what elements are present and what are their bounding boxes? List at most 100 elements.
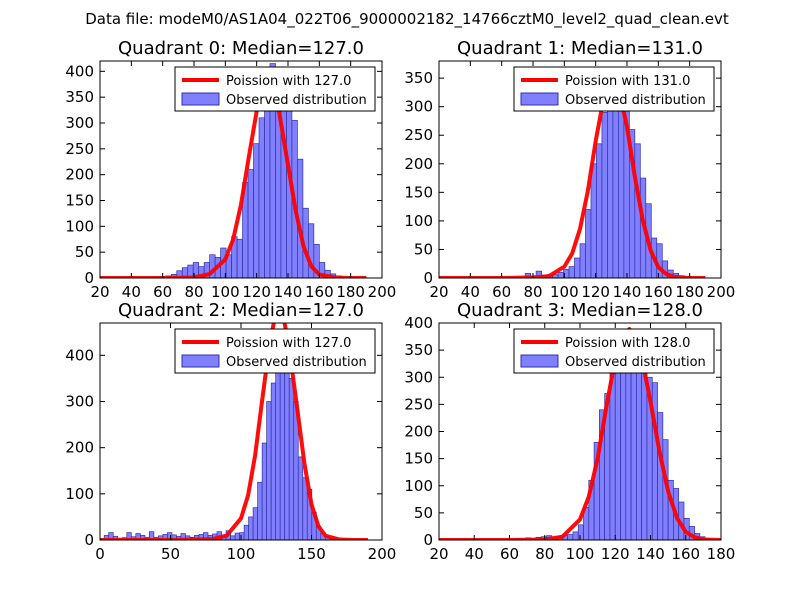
x-tick-label: 180 <box>707 545 736 563</box>
x-tick-label: 150 <box>297 545 326 563</box>
y-tick-label: 100 <box>404 477 433 495</box>
histogram-bar <box>535 270 542 278</box>
histogram-bar <box>288 378 295 540</box>
x-tick-label: 160 <box>305 283 334 301</box>
histogram-bars <box>509 330 711 540</box>
plot-area: 20 40 60 80 100 120 140 160 180 20005010015020025… <box>65 60 397 301</box>
x-tick-label: 100 <box>227 545 256 563</box>
histogram-bar <box>614 347 621 540</box>
x-tick-label: 60 <box>153 283 172 301</box>
y-tick-label: 400 <box>404 314 433 332</box>
x-tick-label: 20 <box>429 545 448 563</box>
y-tick-label: 200 <box>65 439 94 457</box>
x-tick-label: 100 <box>211 283 240 301</box>
histogram-bar <box>257 481 263 540</box>
x-tick-label: 80 <box>535 545 554 563</box>
histogram-bar <box>275 348 281 540</box>
x-tick-label: 120 <box>242 283 271 301</box>
histogram-bar <box>601 112 608 278</box>
y-tick-label: 200 <box>404 155 433 173</box>
histogram-bar <box>236 238 243 278</box>
y-tick-label: 250 <box>404 126 433 144</box>
histogram-bar <box>253 143 260 278</box>
legend: Poission with 128.0 Observed distribution <box>513 328 715 374</box>
legend: Poission with 131.0 Observed distribution <box>513 66 715 112</box>
poisson-curve <box>100 323 368 540</box>
y-tick-label: 300 <box>404 368 433 386</box>
y-tick-label: 350 <box>65 88 94 106</box>
y-tick-label: 100 <box>404 212 433 230</box>
panel-title: Quadrant 3: Median=128.0 <box>457 300 703 321</box>
panel-quadrant-0: Quadrant 0: Median=127.0 20 40 60 80 100 120 1… <box>65 38 396 301</box>
histogram-bar <box>607 89 614 278</box>
x-tick-label: 40 <box>122 283 141 301</box>
panel-title: Quadrant 1: Median=131.0 <box>457 38 703 59</box>
x-tick-label: 160 <box>671 545 700 563</box>
legend-label-observed: Observed distribution <box>226 93 367 108</box>
x-tick-label: 20 <box>90 283 109 301</box>
histogram-bar <box>579 243 586 278</box>
x-tick-label: 60 <box>492 283 511 301</box>
y-tick-label: 0 <box>84 269 94 287</box>
plot-area: 0 50 100 150 200 0 100 200 300 400 Poission with 1… <box>65 322 397 563</box>
x-tick-label: 180 <box>675 283 704 301</box>
y-tick-label: 350 <box>404 69 433 87</box>
x-tick-label: 40 <box>461 283 480 301</box>
histogram-bar <box>258 117 265 278</box>
y-tick-label: 150 <box>404 183 433 201</box>
y-tick-label: 0 <box>423 269 433 287</box>
legend: Poission with 127.0 Observed distribution <box>174 66 376 112</box>
legend-bar-swatch <box>520 92 559 106</box>
histogram-bar <box>248 516 254 540</box>
x-tick-label: 60 <box>500 545 519 563</box>
x-tick-label: 140 <box>274 283 303 301</box>
legend-label-poisson: Poission with 128.0 <box>565 336 690 351</box>
histogram-bar <box>590 163 597 278</box>
histogram-bar <box>297 456 304 540</box>
histogram-bar <box>266 401 272 540</box>
y-tick-label: 400 <box>65 62 94 80</box>
histogram-bar <box>261 442 268 540</box>
y-tick-label: 250 <box>65 140 94 158</box>
x-tick-label: 20 <box>429 283 448 301</box>
panel-quadrant-3: Quadrant 3: Median=128.0 20 40 60 80 100 120 1… <box>404 300 735 563</box>
plot-area: 20 40 60 80 100 120 140 160 180 0 50 100 150 200 250 30… <box>404 314 735 563</box>
x-tick-label: 200 <box>368 545 397 563</box>
histogram-bar <box>247 169 254 278</box>
y-tick-label: 150 <box>65 192 94 210</box>
legend-label-observed: Observed distribution <box>565 355 706 370</box>
x-tick-label: 100 <box>550 283 579 301</box>
y-tick-label: 350 <box>404 341 433 359</box>
axes-frame <box>438 60 722 279</box>
y-tick-label: 50 <box>414 240 433 258</box>
legend-bar-swatch <box>520 354 559 368</box>
plot-area: 20 40 60 80 100 120 140 160 180 20005010015020025… <box>404 60 735 301</box>
legend-box <box>513 66 715 112</box>
x-tick-label: 40 <box>465 545 484 563</box>
histogram-bar <box>557 271 564 278</box>
y-tick-label: 150 <box>404 450 433 468</box>
y-tick-label: 200 <box>65 166 94 184</box>
x-tick-label: 80 <box>523 283 542 301</box>
y-tick-label: 200 <box>404 423 433 441</box>
histogram-bar <box>572 531 579 540</box>
x-tick-label: 120 <box>581 283 610 301</box>
x-tick-label: 100 <box>566 545 595 563</box>
histogram-bar <box>618 94 625 278</box>
figure-suptitle: Data file: modeM0/AS1A04_022T06_90000021… <box>85 10 729 29</box>
y-tick-label: 300 <box>404 98 433 116</box>
panel-quadrant-1: Quadrant 1: Median=131.0 20 40 60 80 100 120 1… <box>404 38 735 301</box>
y-tick-label: 0 <box>84 531 94 549</box>
x-tick-label: 120 <box>601 545 630 563</box>
histogram-bar <box>577 524 584 540</box>
y-tick-label: 50 <box>414 504 433 522</box>
axes-frame <box>99 60 383 279</box>
legend-label-poisson: Poission with 127.0 <box>226 74 351 89</box>
legend-label-observed: Observed distribution <box>565 93 706 108</box>
x-tick-label: 200 <box>368 283 397 301</box>
histogram-bar <box>567 534 574 540</box>
legend-label-poisson: Poission with 131.0 <box>565 74 690 89</box>
histogram-bar <box>149 531 155 540</box>
histogram-bar <box>657 412 664 540</box>
y-tick-label: 50 <box>75 243 94 261</box>
